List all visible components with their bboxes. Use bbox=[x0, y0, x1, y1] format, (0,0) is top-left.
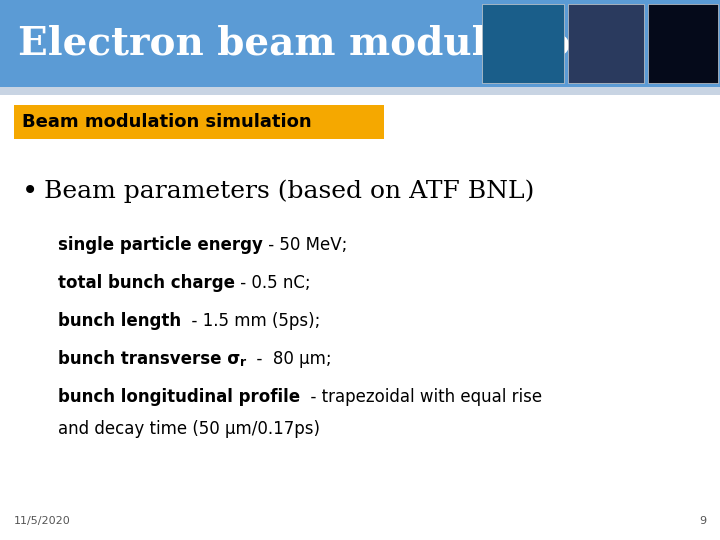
Text: 9: 9 bbox=[699, 516, 706, 526]
Text: - 0.5 nC;: - 0.5 nC; bbox=[235, 274, 310, 292]
Bar bbox=[648, 4, 718, 83]
Text: bunch length: bunch length bbox=[58, 312, 181, 330]
Bar bbox=[14, 105, 384, 139]
Text: r: r bbox=[240, 356, 246, 369]
Text: and decay time (50 μm/0.17ps): and decay time (50 μm/0.17ps) bbox=[58, 420, 320, 438]
Text: total bunch charge: total bunch charge bbox=[58, 274, 235, 292]
Text: - trapezoidal with equal rise: - trapezoidal with equal rise bbox=[300, 388, 542, 406]
Text: - 1.5 mm (5ps);: - 1.5 mm (5ps); bbox=[181, 312, 320, 330]
Bar bbox=[482, 4, 564, 83]
Bar bbox=[0, 87, 720, 95]
Text: •: • bbox=[22, 177, 38, 205]
Text: Electron beam modulation: Electron beam modulation bbox=[18, 24, 599, 63]
Text: - 50 MeV;: - 50 MeV; bbox=[263, 236, 347, 254]
Text: bunch transverse σ: bunch transverse σ bbox=[58, 350, 240, 368]
Text: single particle energy: single particle energy bbox=[58, 236, 263, 254]
Bar bbox=[568, 4, 644, 83]
Bar bbox=[0, 0, 720, 87]
Text: bunch longitudinal profile: bunch longitudinal profile bbox=[58, 388, 300, 406]
Text: Beam parameters (based on ATF BNL): Beam parameters (based on ATF BNL) bbox=[44, 179, 534, 202]
Text: Beam modulation simulation: Beam modulation simulation bbox=[22, 113, 312, 131]
Text: -  80 μm;: - 80 μm; bbox=[246, 350, 332, 368]
Text: 11/5/2020: 11/5/2020 bbox=[14, 516, 71, 526]
